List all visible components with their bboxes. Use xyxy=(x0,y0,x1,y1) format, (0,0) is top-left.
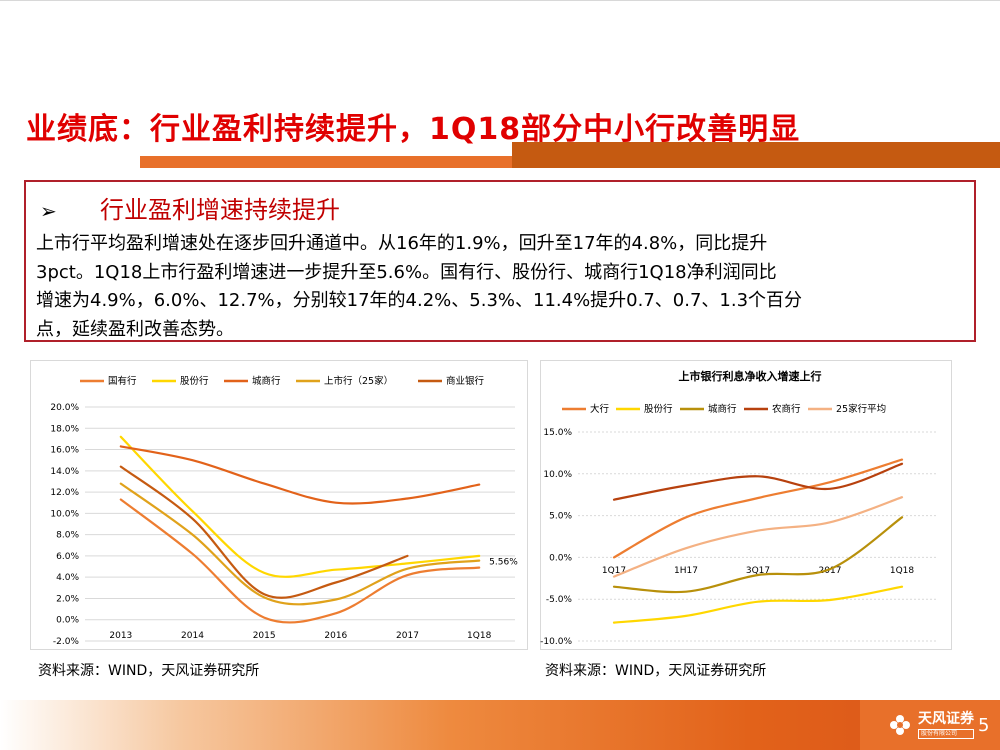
y-tick-label: 10.0% xyxy=(50,509,79,519)
title-underline-orange xyxy=(140,156,512,168)
title-underline-brown xyxy=(512,142,1000,168)
arrow-bullet-icon: ➢ xyxy=(40,199,57,223)
page-title: 业绩底：行业盈利持续提升，1Q18部分中小行改善明显 xyxy=(26,112,801,147)
y-tick-label: 14.0% xyxy=(50,467,79,477)
series-line xyxy=(119,445,481,505)
page-number: 5 xyxy=(978,714,990,736)
legend-label: 股份行 xyxy=(180,375,209,387)
data-label: 5.56% xyxy=(489,558,518,568)
y-tick-label: 15.0% xyxy=(543,428,572,438)
y-tick-label: 2.0% xyxy=(56,594,79,604)
x-tick-label: 1Q18 xyxy=(890,566,915,576)
footer-logo: 天风证券 股份有限公司 5 xyxy=(860,700,1000,750)
legend-label: 农商行 xyxy=(772,403,801,415)
y-tick-label: 0.0% xyxy=(56,616,79,626)
series-line xyxy=(612,458,904,559)
x-tick-label: 2014 xyxy=(181,631,204,641)
net-interest-income-chart: 上市银行利息净收入增速上行 -10.0% -5.0% 0.0% 5.0% 10.0% 15.… xyxy=(540,360,952,650)
series-line xyxy=(612,496,904,578)
top-divider xyxy=(0,0,1000,1)
legend-label: 城商行 xyxy=(252,375,281,387)
series-line xyxy=(119,482,481,606)
y-tick-label: -5.0% xyxy=(546,595,573,605)
chart-title: 上市银行利息净收入增速上行 xyxy=(679,369,822,383)
y-tick-label: 6.0% xyxy=(56,552,79,562)
x-tick-label: 2015 xyxy=(253,631,276,641)
x-tick-label: 1Q17 xyxy=(602,566,626,576)
y-tick-label: -2.0% xyxy=(53,637,80,647)
legend-label: 国有行 xyxy=(108,375,137,387)
flower-logo-icon xyxy=(888,713,912,737)
legend-label: 25家行平均 xyxy=(836,403,886,415)
y-tick-label: 8.0% xyxy=(56,531,79,541)
series-line xyxy=(119,435,481,578)
x-tick-label: 3Q17 xyxy=(746,566,770,576)
legend-label: 股份行 xyxy=(644,403,673,415)
y-tick-label: 18.0% xyxy=(50,424,79,434)
legend-label: 大行 xyxy=(590,403,610,415)
summary-heading: ➢ 行业盈利增速持续提升 xyxy=(40,190,340,225)
y-tick-label: 0.0% xyxy=(549,553,572,563)
summary-heading-text: 行业盈利增速持续提升 xyxy=(100,196,340,224)
summary-text: 上市行平均盈利增速处在逐步回升通道中。从16年的1.9%，回升至17年的4.8%… xyxy=(36,230,966,344)
summary-line: 增速为4.9%，6.0%、12.7%，分别较17年的4.2%、5.3%、11.4… xyxy=(36,290,803,311)
x-tick-label: 2017 xyxy=(819,566,842,576)
logo-name: 天风证券 xyxy=(918,711,974,727)
source-note-right: 资料来源：WIND，天风证券研究所 xyxy=(545,663,767,679)
series-line xyxy=(612,516,904,594)
chart-frame xyxy=(30,360,528,650)
source-note-left: 资料来源：WIND，天风证券研究所 xyxy=(38,663,260,679)
y-tick-label: 12.0% xyxy=(50,488,79,498)
footer-band: 天风证券 股份有限公司 5 xyxy=(0,700,1000,750)
series-line xyxy=(612,585,904,624)
y-tick-label: 20.0% xyxy=(50,403,79,413)
series-line xyxy=(119,498,481,624)
summary-line: 点，延续盈利改善态势。 xyxy=(36,318,234,340)
y-tick-label: 5.0% xyxy=(549,512,572,522)
series-line xyxy=(119,465,409,599)
legend-label: 商业银行 xyxy=(446,375,485,387)
summary-line: 3pct。1Q18上市行盈利增速进一步提升至5.6%。国有行、股份行、城商行1Q… xyxy=(36,261,777,283)
logo-subtitle: 股份有限公司 xyxy=(918,729,974,739)
summary-line: 上市行平均盈利增速处在逐步回升通道中。从16年的1.9%，回升至17年的4.8%… xyxy=(36,233,768,254)
x-tick-label: 2013 xyxy=(109,631,132,641)
legend-label: 上市行（25家） xyxy=(324,375,393,387)
y-tick-label: -10.0% xyxy=(540,637,572,647)
y-tick-label: 16.0% xyxy=(50,446,79,456)
x-tick-label: 1Q18 xyxy=(467,631,492,641)
x-tick-label: 2016 xyxy=(324,631,347,641)
x-tick-label: 2017 xyxy=(396,631,419,641)
x-tick-label: 1H17 xyxy=(674,566,698,576)
y-tick-label: 10.0% xyxy=(543,470,572,480)
summary-box: ➢ 行业盈利增速持续提升 上市行平均盈利增速处在逐步回升通道中。从16年的1.9%… xyxy=(24,180,976,342)
y-tick-label: 4.0% xyxy=(56,573,79,583)
legend-label: 城商行 xyxy=(708,403,737,415)
series-line xyxy=(612,462,904,501)
profit-growth-chart: -2.0% 0.0% 2.0% 4.0% 6.0% 8.0% 10.0% 12.0% 14.0%… xyxy=(30,360,528,650)
